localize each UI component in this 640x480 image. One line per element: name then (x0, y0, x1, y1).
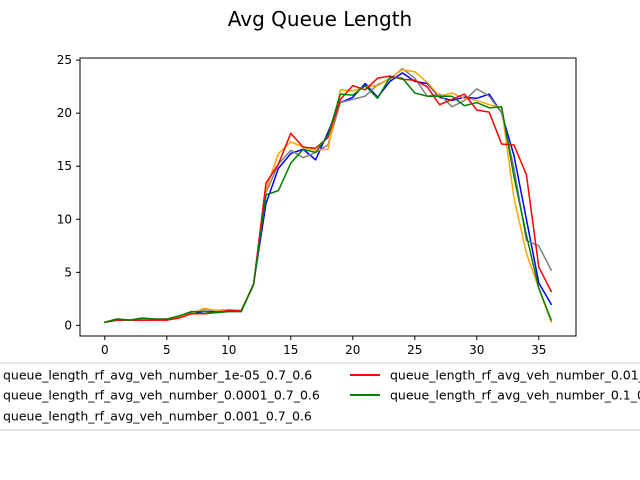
x-tick-label: 30 (469, 343, 484, 357)
x-tick-label: 15 (283, 343, 298, 357)
y-tick-label: 10 (57, 212, 72, 226)
y-tick-label: 20 (57, 106, 72, 120)
legend-label-5: queue_length_rf_avg_veh_number_0.1_0.7_0… (390, 388, 640, 403)
x-tick-label: 5 (163, 343, 171, 357)
series-line-5 (103, 76, 553, 324)
legend-box (0, 362, 640, 431)
x-tick-label: 10 (221, 343, 236, 357)
y-tick-label: 0 (64, 318, 72, 332)
y-tick-label: 25 (57, 53, 72, 67)
series-line-3 (103, 68, 553, 324)
series-line-4 (103, 75, 553, 324)
legend-label-2: queue_length_rf_avg_veh_number_0.0001_0.… (3, 388, 320, 403)
chart-title: Avg Queue Length (228, 7, 412, 31)
plot-area: 0 5 10 15 20 25 30 35 0 5 10 15 20 25 (57, 53, 577, 357)
legend-label-4: queue_length_rf_avg_veh_number_0.01_0.7_… (390, 368, 640, 383)
y-tick-label: 5 (64, 265, 72, 279)
axes-frame (79, 57, 577, 337)
x-tick-label: 25 (407, 343, 422, 357)
x-tick-label: 0 (101, 343, 109, 357)
legend-label-3: queue_length_rf_avg_veh_number_0.001_0.7… (3, 409, 312, 424)
x-tick-label: 35 (531, 343, 546, 357)
legend-label-1: queue_length_rf_avg_veh_number_1e-05_0.7… (3, 368, 312, 383)
x-tick-label: 20 (345, 343, 360, 357)
y-tick-label: 15 (57, 159, 72, 173)
legend: queue_length_rf_avg_veh_number_1e-05_0.7… (0, 362, 640, 431)
